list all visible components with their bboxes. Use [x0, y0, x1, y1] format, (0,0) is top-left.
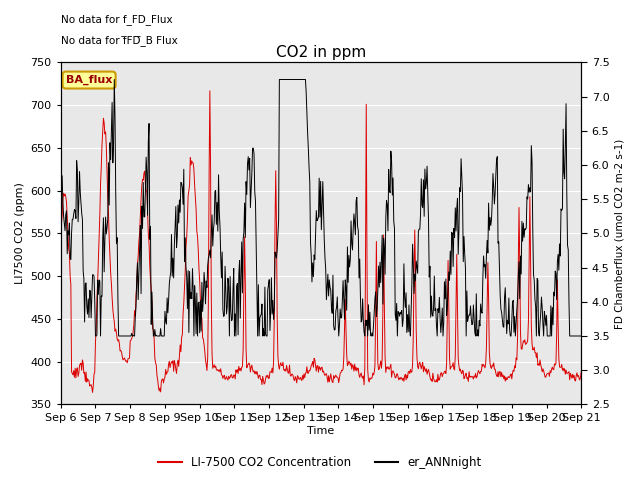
Text: No data for f_FD_Flux: No data for f_FD_Flux	[61, 14, 172, 25]
X-axis label: Time: Time	[307, 426, 335, 436]
Y-axis label: LI7500 CO2 (ppm): LI7500 CO2 (ppm)	[15, 182, 25, 284]
Legend: LI-7500 CO2 Concentration, er_ANNnight: LI-7500 CO2 Concentration, er_ANNnight	[153, 452, 487, 474]
Text: No data for f̅FD̅_B Flux: No data for f̅FD̅_B Flux	[61, 35, 177, 46]
Y-axis label: FD Chamberflux (umol CO2 m-2 s-1): FD Chamberflux (umol CO2 m-2 s-1)	[615, 138, 625, 328]
Text: BA_flux: BA_flux	[66, 75, 112, 85]
Title: CO2 in ppm: CO2 in ppm	[276, 45, 366, 60]
